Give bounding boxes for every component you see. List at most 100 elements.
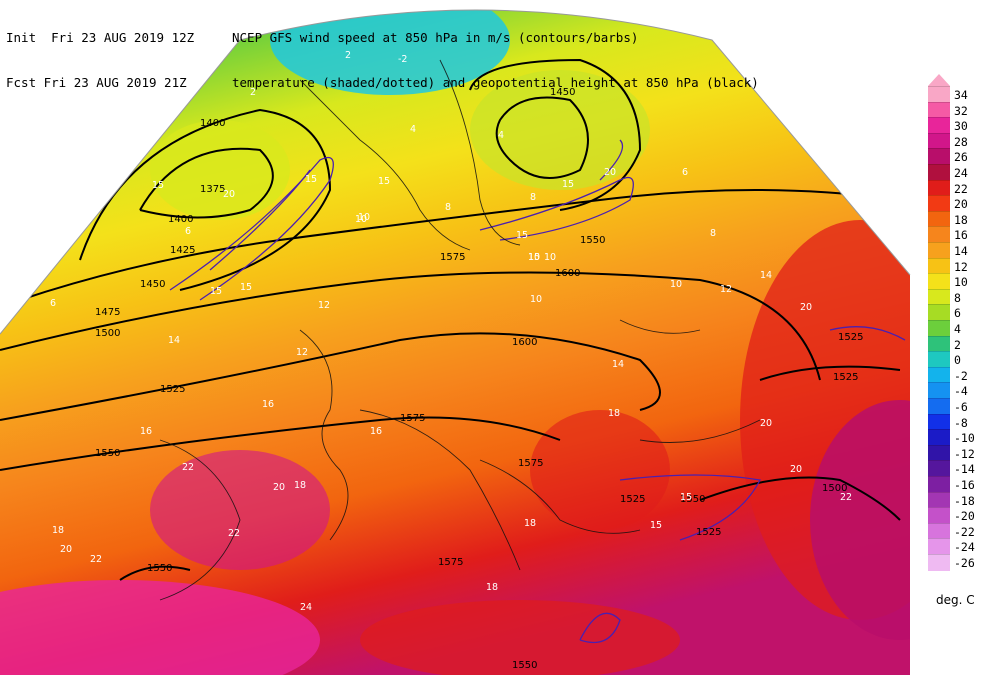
colorbar-swatch <box>928 476 950 493</box>
temperature-label: 22 <box>182 462 194 473</box>
temperature-label: 2 <box>250 87 256 98</box>
colorbar-label: -4 <box>954 384 968 399</box>
colorbar-label: -14 <box>954 462 975 477</box>
temperature-label: 20 <box>273 482 285 493</box>
title-line: NCEP GFS wind speed at 850 hPa in m/s (c… <box>232 30 639 45</box>
temperature-label: 18 <box>52 525 64 536</box>
colorbar-swatch <box>928 398 950 415</box>
temperature-label: 12 <box>296 347 308 358</box>
height-label: 1525 <box>696 527 721 538</box>
wind-label: 20 <box>604 167 616 178</box>
wind-label: 15 <box>152 180 164 191</box>
height-label: 1500 <box>95 328 120 339</box>
temperature-label: 20 <box>760 418 772 429</box>
height-label: 1550 <box>95 448 120 459</box>
temperature-label: 8 <box>445 202 451 213</box>
colorbar-label: -26 <box>954 556 975 570</box>
colorbar-label: -24 <box>954 540 975 555</box>
colorbar-arrow <box>928 74 950 86</box>
wind-label: 10 <box>544 252 556 263</box>
temperature-label: 14 <box>612 359 624 370</box>
colorbar-label: 10 <box>954 275 968 290</box>
colorbar-swatch <box>928 351 950 368</box>
colorbar-swatch <box>928 210 950 228</box>
temperature-label: 22 <box>90 554 102 565</box>
temperature-label: 8 <box>710 228 716 239</box>
temperature-label: -2 <box>398 54 407 65</box>
temperature-label: 20 <box>790 464 802 475</box>
wind-label: 15 <box>650 520 662 531</box>
colorbar-label: -10 <box>954 431 975 446</box>
temperature-label: 4 <box>410 124 416 135</box>
temperature-label: 18 <box>608 408 620 419</box>
temperature-label: 18 <box>524 518 536 529</box>
height-label: 1475 <box>95 307 120 318</box>
temperature-label: 20 <box>60 544 72 555</box>
colorbar-label: 8 <box>954 290 961 305</box>
temperature-label: 18 <box>486 582 498 593</box>
wind-label: 15 <box>516 230 528 241</box>
wind-label: 15 <box>210 286 222 297</box>
colorbar-swatch <box>928 132 950 150</box>
colorbar-swatch <box>928 382 950 399</box>
colorbar-swatch <box>928 507 950 524</box>
colorbar-swatch <box>928 179 950 197</box>
colorbar-swatch <box>928 413 950 431</box>
colorbar-swatch <box>928 554 950 571</box>
height-label: 1575 <box>438 557 463 568</box>
colorbar-swatch <box>928 366 950 384</box>
colorbar-label: 0 <box>954 353 961 368</box>
colorbar-label: 28 <box>954 134 968 149</box>
colorbar-swatch <box>928 335 950 353</box>
wind-label: 15 <box>528 252 540 263</box>
colorbar-swatch <box>928 460 950 477</box>
temperature-label: 16 <box>370 426 382 437</box>
colorbar-label: 22 <box>954 181 968 196</box>
colorbar-swatch <box>928 148 950 165</box>
height-label: 1575 <box>440 252 465 263</box>
colorbar-label: 18 <box>954 212 968 227</box>
temperature-label: 16 <box>140 426 152 437</box>
colorbar-label: 14 <box>954 244 968 258</box>
temperature-label: 14 <box>760 270 772 281</box>
colorbar-label: -18 <box>954 493 975 508</box>
temperature-label: 8 <box>530 192 536 203</box>
wind-label: 15 <box>562 179 574 190</box>
height-label: 1550 <box>147 563 172 574</box>
wind-label: 15 <box>240 282 252 293</box>
title-header: NCEP GFS wind speed at 850 hPa in m/s (c… <box>232 0 759 105</box>
colorbar-label: -12 <box>954 446 975 461</box>
wind-label: 15 <box>378 176 390 187</box>
temperature-label: 4 <box>105 189 111 200</box>
temperature-label: 14 <box>168 335 180 346</box>
colorbar-swatch <box>928 273 950 290</box>
colorbar-label: 20 <box>954 197 968 212</box>
temperature-label: 10 <box>670 279 682 290</box>
colorbar-swatch <box>928 429 950 446</box>
temperature-label: 12 <box>318 300 330 311</box>
colorbar-label: 6 <box>954 306 961 321</box>
temperature-label: 4 <box>498 130 504 141</box>
temperature-label: 10 <box>355 214 367 225</box>
height-label: 1400 <box>200 118 225 129</box>
colorbar-label: -20 <box>954 509 975 524</box>
wind-label: 15 <box>305 174 317 185</box>
height-label: 1500 <box>822 483 847 494</box>
colorbar-label: 4 <box>954 322 961 336</box>
temperature-label: 6 <box>185 226 191 237</box>
height-label: 1375 <box>200 184 225 195</box>
colorbar-swatch <box>928 320 950 337</box>
height-label: 1450 <box>140 279 165 290</box>
height-label: 1525 <box>160 384 185 395</box>
colorbar-swatch <box>928 522 950 540</box>
colorbar-swatch <box>928 304 950 321</box>
temperature-label: 6 <box>50 298 56 309</box>
wind-label: 20 <box>223 189 235 200</box>
temperature-label: 10 <box>528 252 540 263</box>
colorbar-label: -2 <box>954 368 968 383</box>
colorbar-swatch <box>928 226 950 243</box>
height-label: 1550 <box>680 494 705 505</box>
